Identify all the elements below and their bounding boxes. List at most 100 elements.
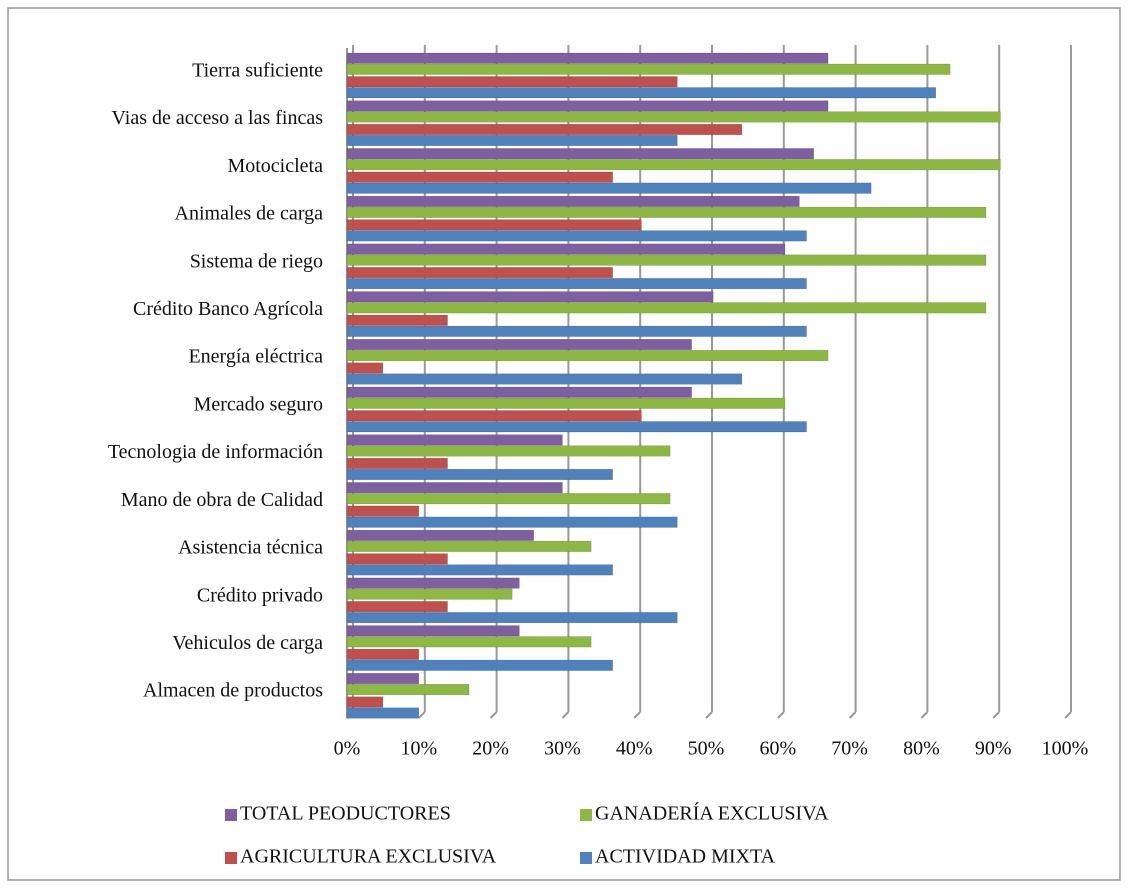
- bar: [346, 123, 743, 135]
- x-tick-label: 30%: [544, 738, 581, 760]
- bar: [346, 314, 448, 326]
- bar: [346, 434, 563, 446]
- bar: [346, 339, 692, 351]
- bar: [346, 648, 420, 660]
- bar: [346, 52, 829, 64]
- grid-line-floor: [992, 711, 1000, 719]
- y-tick-label: Vias de acceso a las fincas: [112, 107, 324, 129]
- grid-line-floor: [848, 711, 857, 719]
- bar: [346, 159, 1001, 171]
- bar: [346, 516, 678, 528]
- bar: [346, 325, 807, 337]
- bar: [346, 684, 470, 696]
- x-tick-label: 80%: [903, 738, 940, 760]
- bar: [346, 373, 743, 385]
- grid-line-floor: [561, 711, 570, 719]
- y-tick-label: Motocicleta: [227, 155, 323, 177]
- legend-label: TOTAL PEODUCTORES: [240, 803, 451, 825]
- bar: [346, 291, 714, 303]
- bar: [346, 111, 1001, 123]
- x-tick-label: 70%: [831, 738, 868, 760]
- bar: [346, 625, 520, 637]
- bar: [346, 505, 420, 517]
- bar: [346, 529, 534, 541]
- bar: [346, 564, 613, 576]
- bar: [346, 195, 800, 207]
- y-tick-label: Asistencia técnica: [178, 537, 323, 559]
- bar: [346, 87, 937, 99]
- bar: [346, 493, 671, 505]
- bar: [346, 386, 692, 398]
- bar: [346, 482, 563, 494]
- grid-line-floor: [489, 711, 498, 719]
- y-tick-label: Sistema de riego: [190, 250, 323, 272]
- bar: [346, 553, 448, 565]
- bar: [346, 588, 513, 600]
- bar: [346, 219, 642, 231]
- bar: [346, 445, 671, 457]
- bar: [346, 254, 987, 266]
- legend-label: GANADERÍA EXCLUSIVA: [595, 802, 829, 825]
- grid-line-floor: [633, 711, 641, 719]
- bar: [346, 577, 520, 589]
- y-tick-label: Vehiculos de carga: [172, 632, 323, 654]
- bar: [346, 659, 613, 671]
- x-tick-label: 60%: [759, 738, 796, 760]
- bar: [346, 350, 829, 362]
- bar: [346, 612, 678, 624]
- y-tick-label: Crédito Banco Agrícola: [133, 298, 323, 320]
- legend-label: AGRICULTURA EXCLUSIVA: [240, 846, 497, 868]
- bar: [346, 230, 807, 242]
- legend-label: ACTIVIDAD MIXTA: [595, 846, 776, 868]
- x-tick-label: 20%: [472, 738, 509, 760]
- legend-swatch: [580, 852, 592, 864]
- grid-line-floor: [418, 711, 426, 719]
- bar: [346, 76, 678, 88]
- legend-swatch: [580, 809, 592, 821]
- x-tick-label: 100%: [1042, 738, 1089, 760]
- legend-swatch: [225, 809, 237, 821]
- bar: [346, 182, 872, 194]
- bar: [346, 457, 448, 469]
- bar: [346, 171, 613, 183]
- x-tick-label: 10%: [400, 738, 437, 760]
- bar: [346, 243, 786, 255]
- y-tick-label: Mercado seguro: [194, 393, 323, 415]
- y-tick-label: Energía eléctrica: [188, 346, 323, 368]
- bar: [346, 302, 987, 314]
- x-tick-label: 0%: [334, 738, 361, 760]
- bar: [346, 148, 814, 160]
- y-tick-label: Mano de obra de Calidad: [121, 489, 323, 511]
- y-tick-label: Animales de carga: [175, 203, 324, 225]
- y-tick-label: Crédito privado: [197, 584, 323, 606]
- bar: [346, 397, 786, 409]
- bar: [346, 278, 807, 290]
- grid-line-floor: [705, 711, 713, 719]
- bar: [346, 362, 384, 374]
- bar: [346, 673, 420, 685]
- bar: [346, 100, 829, 112]
- bar: [346, 468, 613, 480]
- bar: [346, 267, 613, 279]
- bar: [346, 421, 807, 433]
- bar: [346, 206, 987, 218]
- bar: [346, 696, 384, 708]
- x-tick-label: 40%: [616, 738, 653, 760]
- legend-swatch: [225, 852, 237, 864]
- y-tick-label: Tierra suficiente: [192, 59, 323, 81]
- bar: [346, 410, 642, 422]
- bar: [346, 63, 951, 75]
- bar: [346, 636, 592, 648]
- y-tick-label: Almacen de productos: [143, 680, 323, 702]
- x-tick-label: 50%: [688, 738, 725, 760]
- bar: [346, 707, 420, 719]
- bar: [346, 601, 448, 613]
- grid-line-floor: [777, 711, 785, 719]
- bar: [346, 134, 678, 146]
- y-tick-label: Tecnologia de información: [108, 441, 323, 463]
- bar: [346, 540, 592, 552]
- grid-line-floor: [1064, 711, 1072, 719]
- grid-line-floor: [920, 711, 929, 719]
- x-tick-label: 90%: [975, 738, 1012, 760]
